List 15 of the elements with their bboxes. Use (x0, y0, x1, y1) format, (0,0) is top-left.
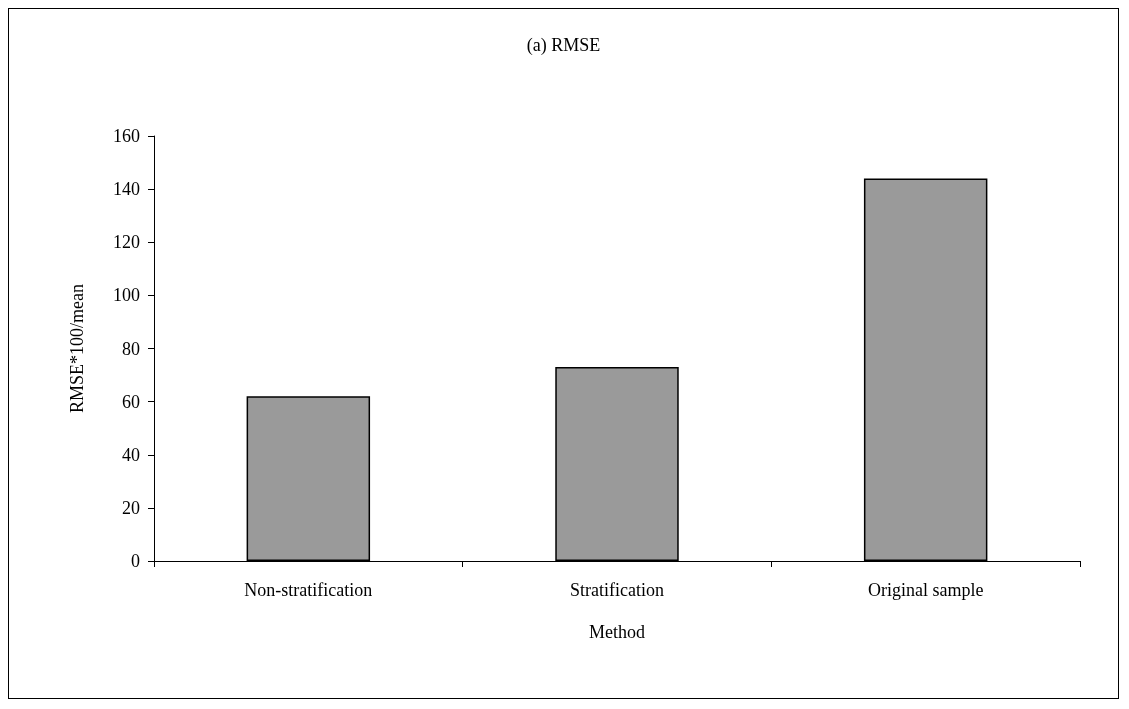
y-tick-label: 120 (113, 232, 140, 253)
chart-title: (a) RMSE (526, 35, 601, 56)
x-tick-label: Stratification (570, 580, 664, 600)
y-tick-label: 20 (122, 497, 140, 518)
x-tick-label: Original sample (867, 580, 984, 600)
x-tick-label: Non-stratification (244, 580, 373, 600)
x-axis-title: Method (589, 622, 645, 642)
y-tick-label: 60 (122, 391, 140, 412)
y-tick-label: 40 (122, 444, 140, 465)
y-axis-title: RMSE*100/mean (67, 284, 87, 413)
y-tick-label: 80 (122, 338, 140, 359)
y-tick-label: 140 (113, 179, 140, 200)
y-tick-label: 0 (131, 551, 140, 571)
y-tick-label: 160 (113, 126, 140, 146)
y-tick-label: 100 (113, 285, 140, 306)
